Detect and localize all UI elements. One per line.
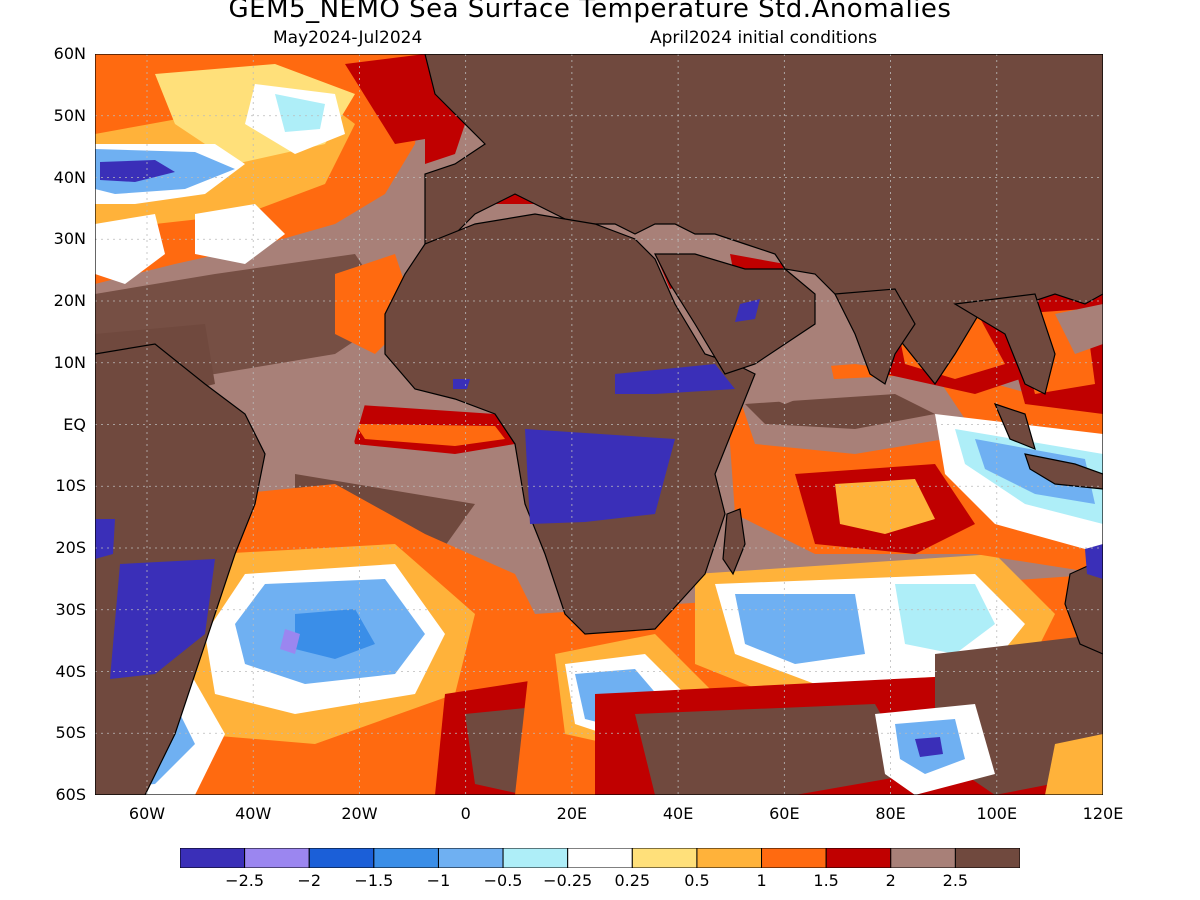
colorbar-label: 0.5	[684, 871, 710, 890]
latitude-label: 30S	[55, 599, 86, 619]
longitude-label: 60E	[769, 804, 800, 823]
initial-conditions: April2024 initial conditions	[650, 28, 878, 48]
latitude-label: 50S	[55, 723, 86, 743]
colorbar-swatch	[890, 848, 956, 868]
colorbar-swatch	[631, 848, 698, 868]
colorbar-label: −2.5	[225, 871, 265, 890]
latitude-label: 10N	[53, 352, 86, 372]
latitude-label: 30N	[53, 229, 86, 249]
colorbar-swatch	[954, 848, 1020, 868]
colorbar-swatch	[180, 848, 246, 868]
colorbar	[180, 848, 1020, 868]
latitude-label: 40N	[53, 167, 86, 187]
colorbar-label: 1.5	[813, 871, 839, 890]
longitude-label: 40E	[662, 804, 694, 823]
colorbar-swatch	[373, 848, 439, 868]
graticule	[95, 54, 1103, 795]
longitude-label: 20W	[341, 804, 378, 823]
latitude-label: 20S	[55, 538, 86, 557]
colorbar-label: −0.5	[483, 871, 523, 890]
colorbar-swatch	[825, 848, 892, 868]
colorbar-swatch	[696, 848, 763, 868]
colorbar-swatch	[244, 848, 310, 868]
colorbar-label: 0.25	[614, 871, 651, 890]
colorbar-label: 2.5	[942, 871, 969, 890]
latitude-label: 60S	[55, 785, 86, 804]
colorbar-swatch	[502, 848, 569, 868]
land-mask-anomalies	[95, 299, 1103, 679]
latitude-label: 10S	[55, 476, 86, 496]
longitude-label: 0	[460, 804, 471, 823]
sst-anomaly-map	[95, 54, 1103, 795]
colorbar-swatch	[437, 848, 504, 868]
latitude-label: 40S	[55, 661, 86, 681]
colorbar-swatch	[761, 848, 827, 868]
colorbar-label: 2	[885, 871, 896, 890]
latitude-label: EQ	[63, 414, 86, 434]
latitude-label: 20N	[53, 291, 86, 310]
forecast-period: May2024-Jul2024	[273, 28, 423, 48]
latitude-label: 60N	[53, 44, 86, 63]
latitude-label: 50N	[53, 105, 86, 125]
longitude-label: 80E	[875, 804, 906, 823]
colorbar-label: −1.5	[354, 871, 394, 890]
colorbar-label: −0.25	[543, 871, 593, 890]
longitude-label: 120E	[1082, 804, 1124, 823]
colorbar-label: −2	[297, 871, 322, 890]
map-title: GEM5_NEMO Sea Surface Temperature Std.An…	[228, 0, 952, 24]
colorbar-swatch	[567, 848, 633, 868]
colorbar-label: 1	[756, 871, 767, 890]
colorbar-label: −1	[426, 871, 451, 890]
longitude-label: 20E	[556, 804, 588, 823]
land-masses	[95, 54, 1103, 795]
colorbar-swatch	[308, 848, 375, 868]
longitude-label: 40W	[235, 804, 272, 823]
anomaly-field	[95, 54, 1103, 795]
longitude-label: 60W	[128, 804, 166, 823]
longitude-label: 100E	[976, 804, 1018, 823]
